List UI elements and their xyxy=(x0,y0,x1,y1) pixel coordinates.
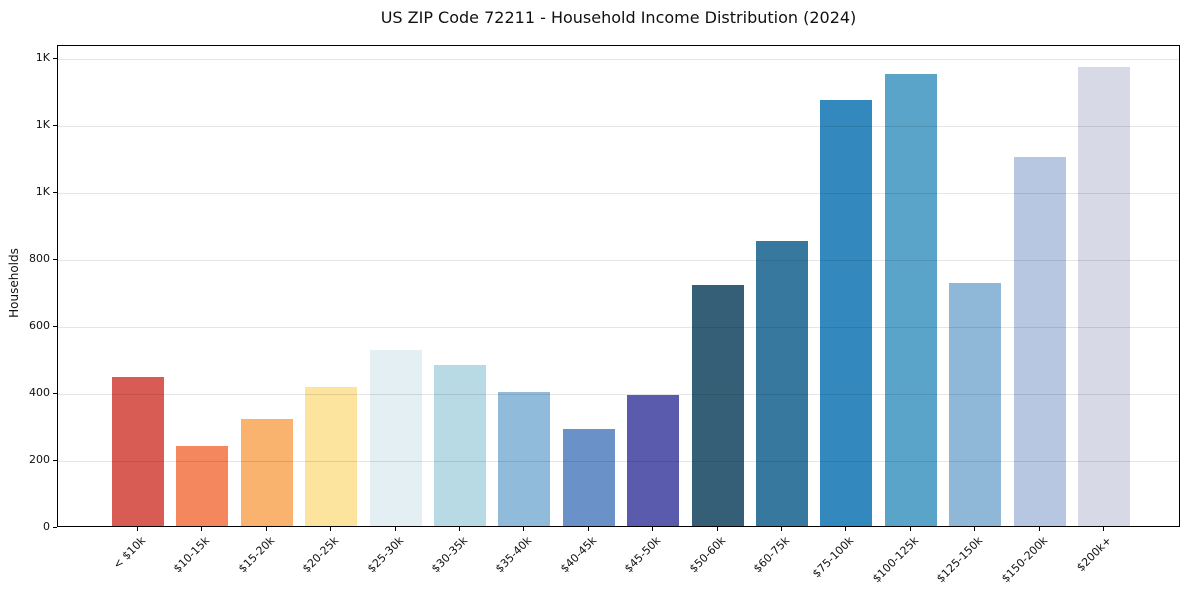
x-tick-label-$40-45k: $40-45k xyxy=(557,534,599,576)
x-tick-label-$25-30k: $25-30k xyxy=(364,534,406,576)
y-axis-label: Households xyxy=(7,248,21,318)
bar-$150-200k xyxy=(1013,157,1066,526)
bar-< $10k xyxy=(112,376,164,526)
gridline-600 xyxy=(58,326,1179,328)
bar-$40-45k xyxy=(562,428,615,526)
x-tick-mark xyxy=(1038,527,1040,531)
y-tick-label: 800 xyxy=(29,251,50,265)
x-tick-label-$10-15k: $10-15k xyxy=(171,534,213,576)
bar-$60-75k xyxy=(756,241,808,526)
y-tick-mark xyxy=(53,325,57,327)
x-tick-label-$200k+: $200k+ xyxy=(1074,534,1115,575)
x-tick-label-$15-20k: $15-20k xyxy=(235,534,277,576)
x-tick-mark xyxy=(1103,527,1104,531)
bar-$100-125k xyxy=(884,73,937,526)
y-tick-label: 1K xyxy=(35,184,50,198)
y-tick-mark xyxy=(53,459,57,461)
y-tick-mark xyxy=(53,392,57,394)
x-tick-mark xyxy=(845,527,847,531)
y-tick-label: 200 xyxy=(29,452,50,466)
x-tick-mark xyxy=(330,527,332,531)
x-tick-mark xyxy=(652,527,654,531)
x-tick-mark xyxy=(909,527,911,531)
y-tick-mark xyxy=(53,124,57,126)
x-tick-label-$75-100k: $75-100k xyxy=(810,534,857,581)
bar-$35-40k xyxy=(498,391,551,526)
bar-$200k+ xyxy=(1078,66,1130,526)
y-tick-label: 1K xyxy=(35,50,50,64)
x-tick-mark xyxy=(974,527,976,531)
x-tick-label-$60-75k: $60-75k xyxy=(750,534,793,576)
x-tick-label-$20-25k: $20-25k xyxy=(300,534,342,576)
x-tick-label-$50-60k: $50-60k xyxy=(686,534,728,576)
y-tick-label: 600 xyxy=(29,318,50,332)
y-tick-mark xyxy=(53,527,57,528)
y-tick-mark xyxy=(53,191,57,193)
x-tick-mark xyxy=(781,527,782,531)
y-tick-mark xyxy=(53,258,57,260)
x-tick-label-$100-125k: $100-125k xyxy=(869,534,921,586)
x-tick-label-$125-150k: $125-150k xyxy=(934,534,986,586)
bar-$30-35k xyxy=(434,365,486,526)
x-tick-label-$150-200k: $150-200k xyxy=(998,534,1050,586)
bar-$15-20k xyxy=(240,418,293,526)
bar-$75-100k xyxy=(820,100,873,526)
bar-$10-15k xyxy=(176,445,229,526)
y-tick-label: 400 xyxy=(29,385,50,399)
y-tick-label: 1K xyxy=(35,117,50,131)
x-tick-label-$30-35k: $30-35k xyxy=(428,534,471,576)
x-tick-label-< $10k: < $10k xyxy=(110,534,149,572)
gridline-400 xyxy=(58,393,1179,395)
y-tick-mark xyxy=(53,57,57,59)
bar-$20-25k xyxy=(305,386,358,526)
bar-$50-60k xyxy=(691,284,744,526)
gridline-200 xyxy=(58,460,1179,462)
x-tick-mark xyxy=(137,527,138,531)
gridline-800 xyxy=(58,259,1179,261)
bar-$45-50k xyxy=(627,395,680,526)
x-tick-mark xyxy=(523,527,525,531)
x-tick-mark xyxy=(265,527,267,531)
bar-$25-30k xyxy=(369,350,422,526)
x-tick-mark xyxy=(716,527,718,531)
x-tick-mark xyxy=(587,527,589,531)
x-tick-label-$35-40k: $35-40k xyxy=(493,534,535,576)
plot-area xyxy=(57,45,1180,527)
x-tick-mark xyxy=(201,527,203,531)
x-tick-mark xyxy=(459,527,460,531)
bar-$125-150k xyxy=(949,283,1002,526)
gridline-1400 xyxy=(58,58,1179,60)
x-tick-label-$45-50k: $45-50k xyxy=(622,534,664,576)
gridline-1000 xyxy=(58,192,1179,194)
x-tick-mark xyxy=(394,527,396,531)
y-tick-label: 0 xyxy=(43,520,50,533)
chart-title: US ZIP Code 72211 - Household Income Dis… xyxy=(380,8,857,27)
gridline-1200 xyxy=(58,125,1179,127)
